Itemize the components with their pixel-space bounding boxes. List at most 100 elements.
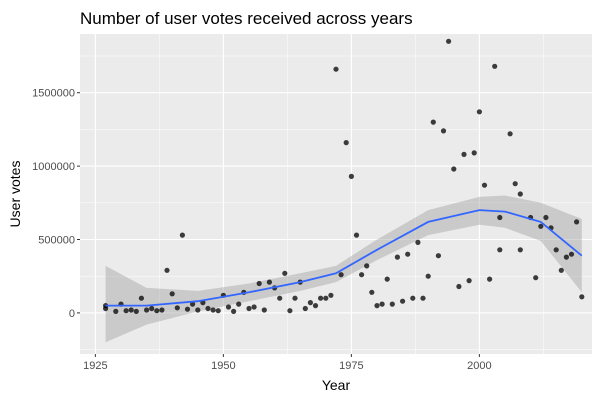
data-point <box>538 223 544 229</box>
y-tick-label: 1500000 <box>32 88 75 100</box>
y-tick-label: 0 <box>69 308 75 320</box>
data-point <box>481 182 488 188</box>
data-point <box>348 173 354 179</box>
data-point <box>512 181 518 187</box>
data-point <box>323 295 329 301</box>
smooth-trend-line <box>105 209 583 307</box>
data-point <box>374 303 380 309</box>
data-point <box>400 298 406 304</box>
x-tick-label: 1975 <box>339 360 363 372</box>
data-point <box>558 267 564 273</box>
data-point <box>123 308 129 314</box>
data-point <box>353 232 360 238</box>
data-point <box>405 251 411 257</box>
data-point <box>466 278 472 284</box>
data-point <box>487 276 493 282</box>
data-point <box>461 151 467 157</box>
data-points <box>103 38 585 314</box>
data-point <box>144 307 150 313</box>
data-point <box>128 307 134 313</box>
data-point <box>307 300 313 306</box>
data-point <box>471 150 477 156</box>
data-point <box>574 219 580 225</box>
chart-title: Number of user votes received across yea… <box>80 9 413 28</box>
data-point <box>343 140 349 146</box>
data-point <box>292 295 298 301</box>
data-point <box>312 303 319 309</box>
data-point <box>415 239 421 245</box>
data-point <box>261 307 267 313</box>
data-point <box>287 308 293 314</box>
plot-panel <box>80 34 592 354</box>
data-point <box>190 301 196 307</box>
data-point <box>430 119 436 125</box>
data-point <box>133 308 139 314</box>
data-point <box>435 253 441 259</box>
data-point <box>236 301 242 307</box>
data-point <box>543 214 549 221</box>
data-point <box>533 275 539 281</box>
data-point <box>138 295 144 301</box>
data-point <box>184 306 191 312</box>
data-point <box>266 279 272 285</box>
data-point <box>497 247 503 253</box>
data-point <box>338 272 344 278</box>
data-point <box>164 267 170 273</box>
data-point <box>440 128 447 134</box>
data-point <box>169 291 175 297</box>
data-point <box>302 305 308 312</box>
data-point <box>318 295 324 301</box>
data-point <box>195 307 201 313</box>
x-tick-label: 2000 <box>467 360 491 372</box>
data-point <box>179 232 185 238</box>
data-point <box>553 247 559 253</box>
data-point <box>364 263 370 269</box>
y-axis-title: User votes <box>7 161 23 228</box>
data-point <box>410 295 416 301</box>
data-point <box>563 254 570 260</box>
data-point <box>497 214 503 221</box>
y-tick-label: 500000 <box>38 235 75 247</box>
data-point <box>282 270 288 276</box>
data-point <box>277 295 283 301</box>
data-point <box>210 307 216 313</box>
data-point <box>394 254 400 260</box>
data-point <box>154 308 160 314</box>
data-point <box>113 308 119 314</box>
data-point <box>389 301 395 307</box>
data-point <box>225 304 232 310</box>
data-point <box>359 272 365 278</box>
data-point <box>446 38 452 44</box>
data-point <box>256 280 262 287</box>
x-tick-label: 1950 <box>211 360 235 372</box>
data-point <box>420 295 426 301</box>
data-point <box>205 305 211 312</box>
grid-lines <box>80 34 592 354</box>
data-point <box>425 273 431 279</box>
data-point <box>231 308 237 314</box>
data-point <box>328 292 334 298</box>
data-point <box>149 305 155 312</box>
data-point <box>333 66 339 72</box>
data-point <box>174 305 180 311</box>
data-point <box>159 307 165 313</box>
x-axis-title: Year <box>322 377 351 393</box>
data-point <box>517 191 523 197</box>
data-point <box>492 63 498 69</box>
data-point <box>568 251 575 257</box>
x-tick-label: 1925 <box>83 360 107 372</box>
data-point <box>251 304 257 310</box>
data-point <box>456 283 462 290</box>
data-point <box>215 308 221 314</box>
data-point <box>517 247 523 253</box>
data-point <box>451 166 457 172</box>
x-axis-ticks: 1925 1950 1975 2000 <box>83 354 492 372</box>
data-point <box>579 294 585 300</box>
data-point <box>507 131 513 137</box>
data-point <box>379 301 385 307</box>
y-axis-ticks: 0 500000 1000000 1500000 <box>32 88 80 320</box>
y-tick-label: 1000000 <box>32 161 75 173</box>
data-point <box>384 276 390 282</box>
data-point <box>369 289 375 295</box>
